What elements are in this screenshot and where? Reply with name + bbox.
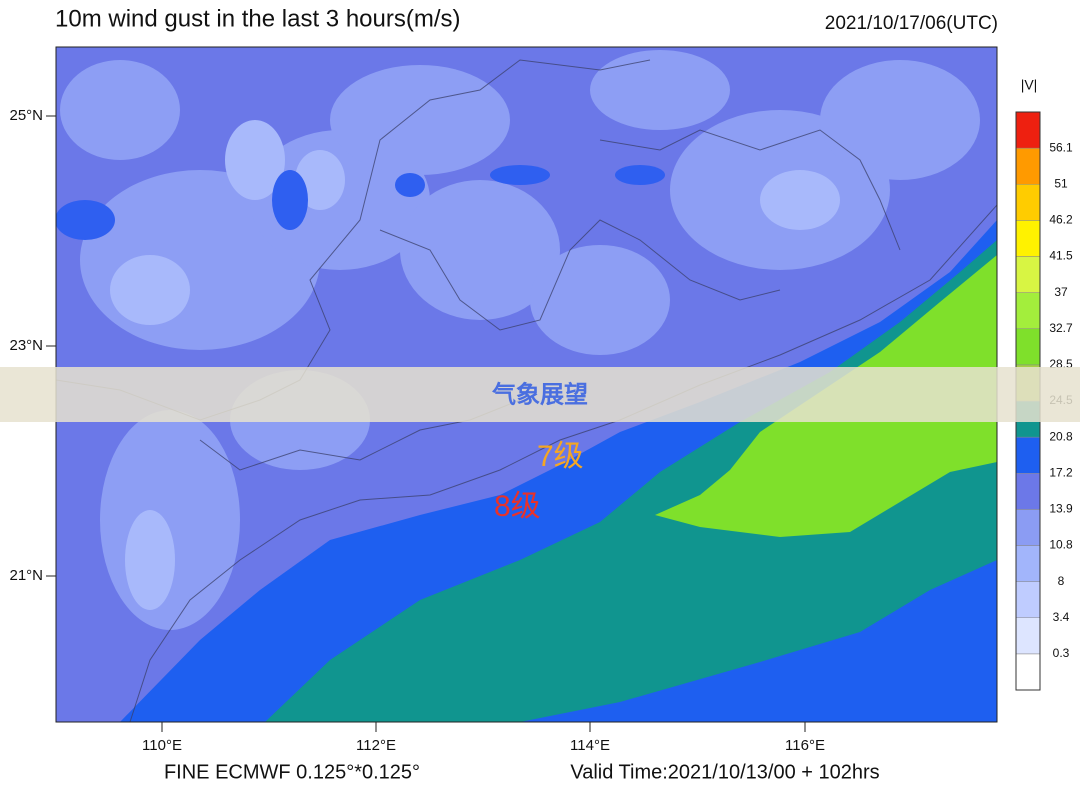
dark-patches <box>56 165 665 240</box>
colorbar-box <box>1015 111 1041 149</box>
watermark: 气象展望 <box>491 380 588 408</box>
lat-label: 25°N <box>9 107 43 124</box>
colorbar-box <box>1015 328 1041 366</box>
colorbar-box <box>1015 220 1041 257</box>
lat-label: 21°N <box>9 567 43 584</box>
lon-label: 114°E <box>570 737 610 754</box>
colorbar-label: 8 <box>1058 574 1065 588</box>
colorbar-label: 20.8 <box>1049 429 1073 443</box>
colorbar-box <box>1015 184 1041 221</box>
colorbar-box <box>1015 292 1041 329</box>
colorbar-box <box>1015 436 1041 474</box>
colorbar-label: 10.8 <box>1049 538 1073 552</box>
colorbar-box <box>1015 473 1041 510</box>
county-border <box>379 219 781 331</box>
annotation: 8级 <box>494 490 541 523</box>
footer-left: FINE ECMWF 0.125°*0.125° <box>164 761 420 783</box>
footer-right: Valid Time:2021/10/13/00 + 102hrs <box>570 761 879 783</box>
colorbar-title: |V| <box>1021 77 1038 93</box>
colorbar-box <box>1015 581 1041 618</box>
lon-label: 112°E <box>356 737 396 754</box>
lon-label: 116°E <box>785 737 825 754</box>
map-field <box>56 47 997 722</box>
colorbar-label: 17.2 <box>1049 465 1073 479</box>
gale-zone <box>265 240 997 722</box>
colorbar-label: 51 <box>1054 176 1068 190</box>
colorbar-box <box>1015 509 1041 546</box>
colorbar-label: 0.3 <box>1053 646 1070 660</box>
colorbar-label: 32.7 <box>1049 321 1073 335</box>
lat-label: 23°N <box>9 337 43 354</box>
colorbar-label: 46.2 <box>1049 213 1073 227</box>
colorbar-label: 41.5 <box>1049 249 1073 263</box>
colorbar-label: 13.9 <box>1049 502 1073 516</box>
colorbar-label: 56.1 <box>1049 140 1073 154</box>
watermark-band <box>0 367 1080 422</box>
lon-label: 110°E <box>142 737 182 754</box>
colorbar-label: 37 <box>1054 285 1068 299</box>
colorbar-box <box>1015 545 1041 582</box>
colorbar-box <box>1015 256 1041 293</box>
colorbar-box <box>1015 147 1041 185</box>
province-border <box>599 129 901 251</box>
title: 10m wind gust in the last 3 hours(m/s) <box>55 5 461 32</box>
colorbar-box <box>1015 617 1041 655</box>
colorbar: 0.33.4810.813.917.220.824.528.532.73741.… <box>1015 111 1073 691</box>
coastline <box>129 204 997 722</box>
timestamp: 2021/10/17/06(UTC) <box>825 13 998 34</box>
lighter-patches <box>110 120 840 610</box>
colorbar-label: 3.4 <box>1053 610 1070 624</box>
colorbar-box <box>1015 653 1041 691</box>
annotation: 7级 <box>537 440 584 473</box>
axis-ticks <box>46 115 806 732</box>
